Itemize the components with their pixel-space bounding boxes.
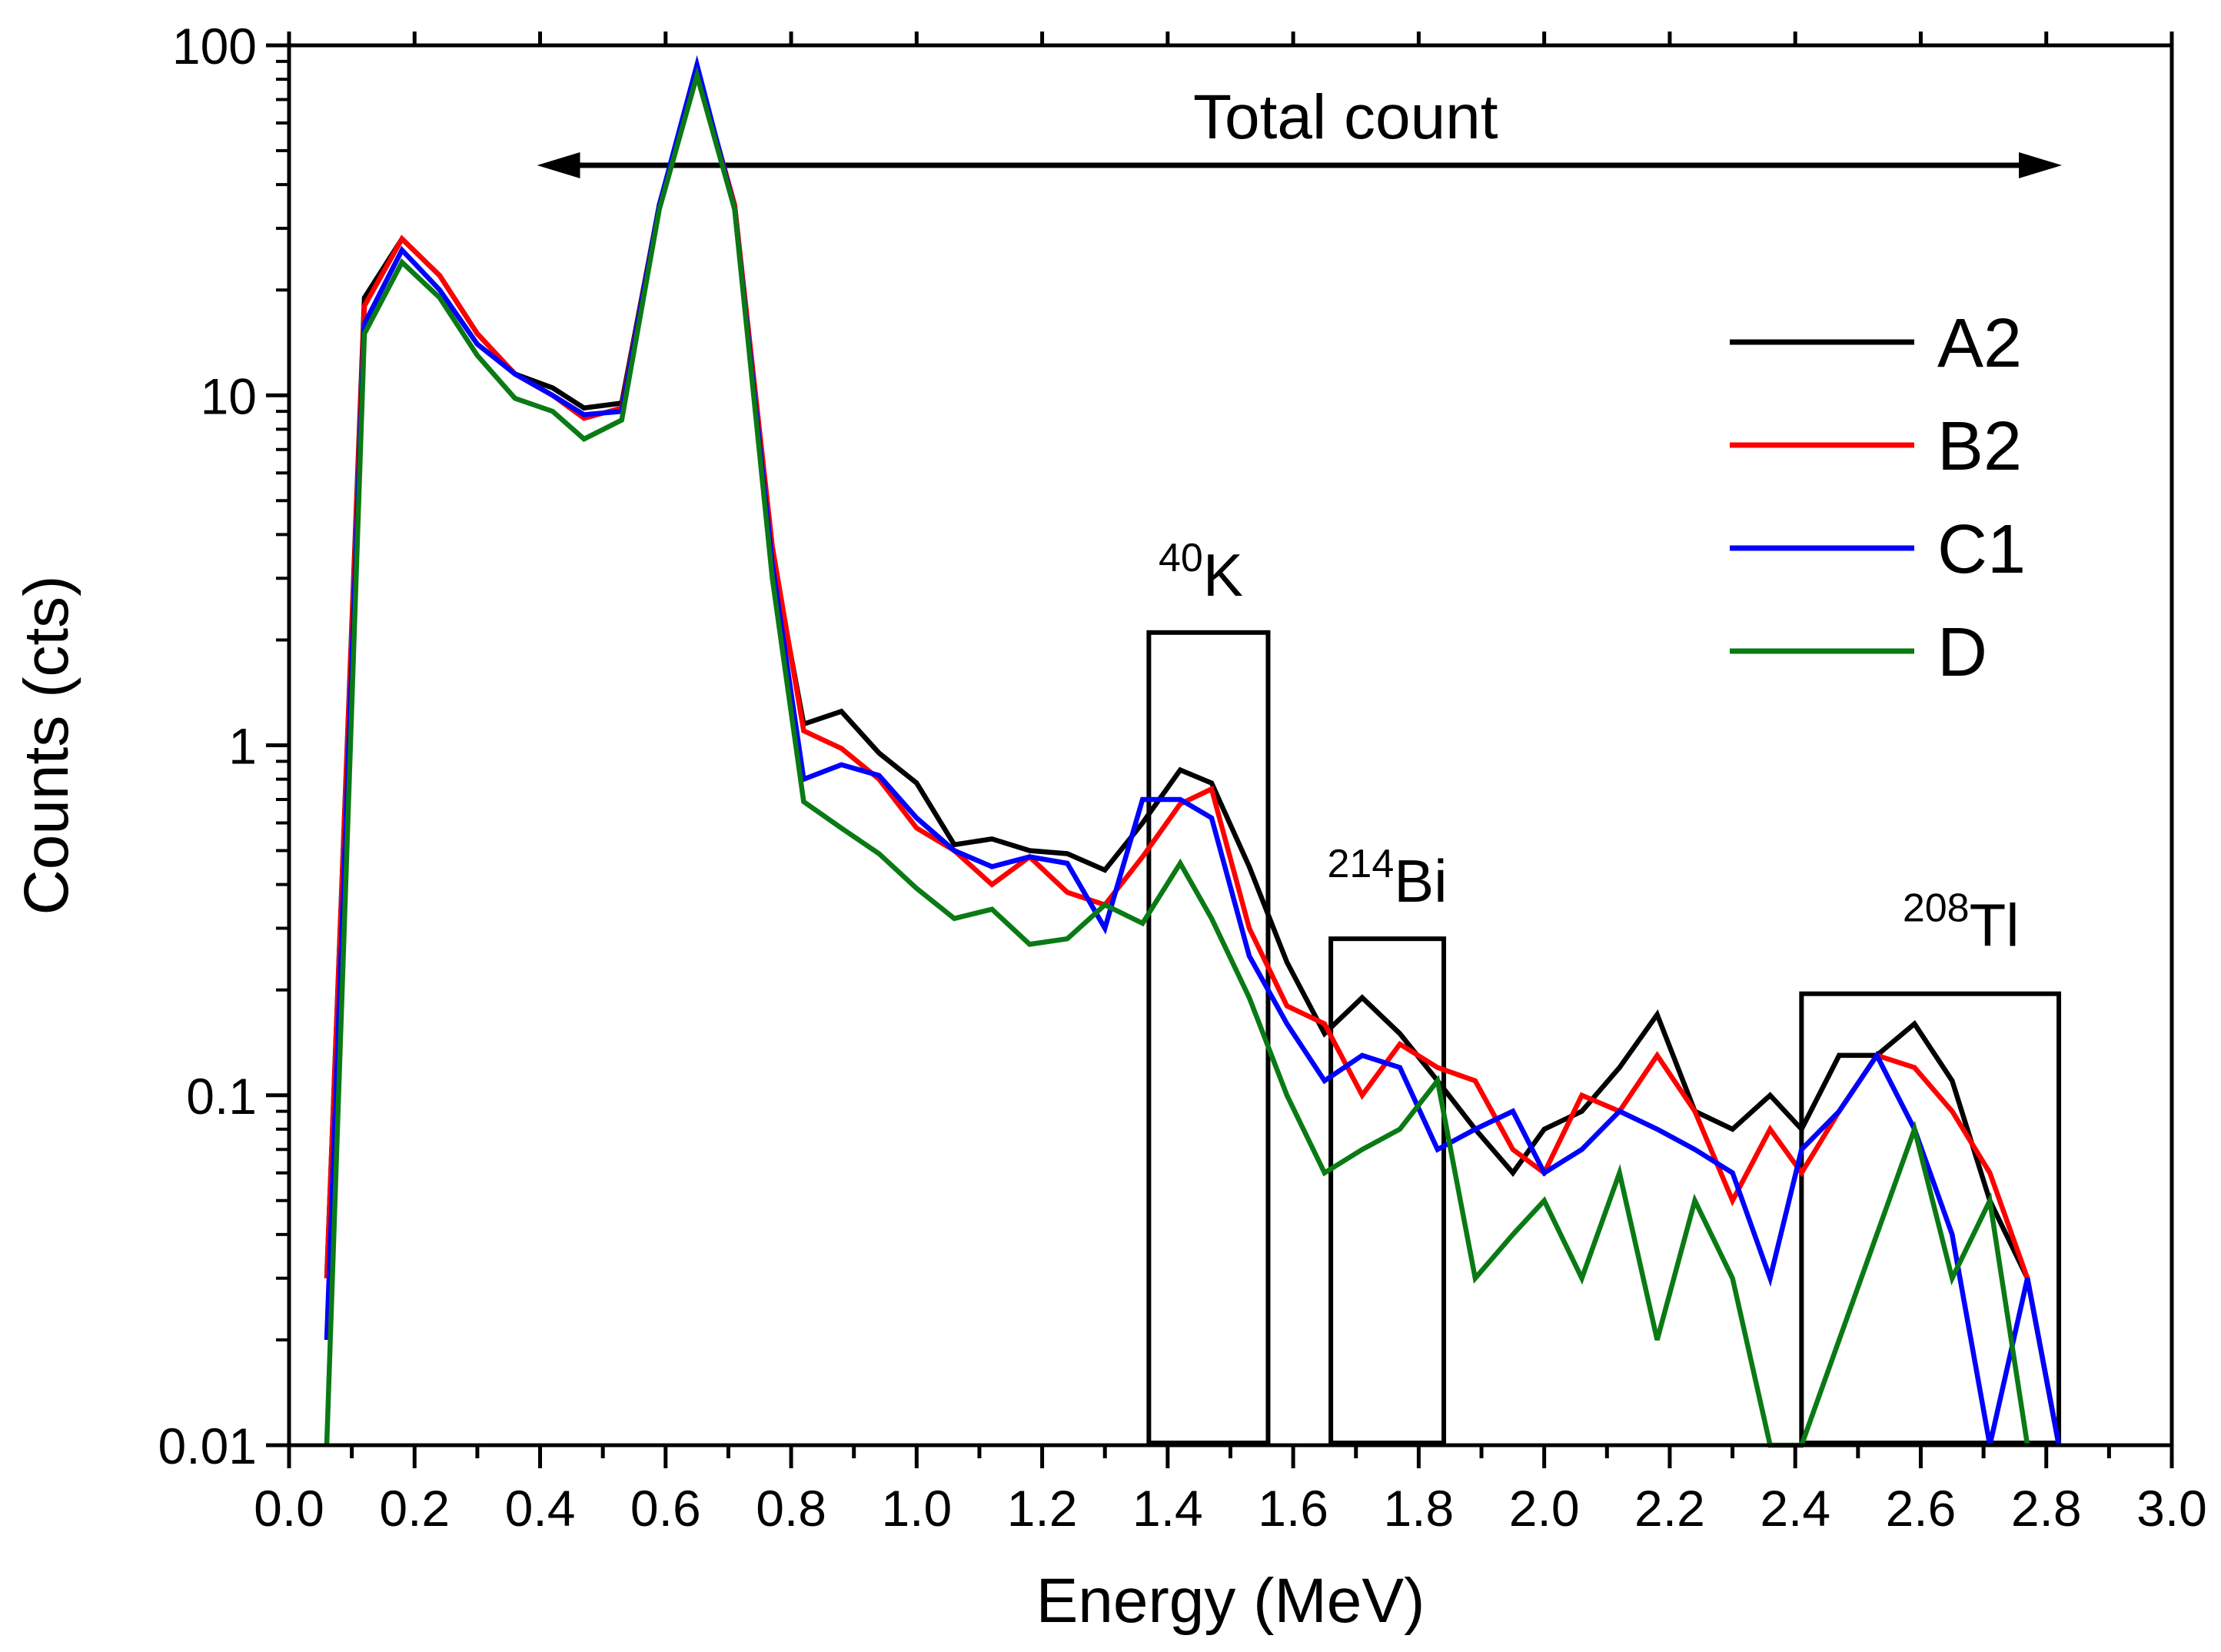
x-tick-label: 2.4	[1760, 1480, 1830, 1537]
energy-window-k	[1146, 630, 1271, 1445]
isotope-symbol: Bi	[1394, 847, 1447, 915]
x-axis-label: Energy (MeV)	[1036, 1566, 1425, 1636]
energy-window-label: 40K	[1159, 536, 1243, 609]
series-line-c1	[324, 55, 2062, 1446]
x-tick-label: 0.8	[756, 1480, 826, 1537]
legend-label-c1: C1	[1937, 511, 2026, 588]
y-tick-label: 1	[228, 718, 257, 775]
x-tick-label: 0.0	[254, 1480, 324, 1537]
x-tick-label: 0.2	[379, 1480, 450, 1537]
total-count-label: Total count	[1193, 82, 1498, 152]
x-tick-label: 3.0	[2136, 1480, 2207, 1537]
y-axis-label: Counts (cts)	[12, 576, 81, 916]
energy-window-label: 214Bi	[1328, 842, 1448, 915]
legend-label-a2: A2	[1937, 305, 2022, 382]
legend-label-d: D	[1937, 614, 1987, 691]
total-count-arrowhead-right	[2019, 152, 2063, 178]
energy-window-tl	[1799, 991, 2062, 1446]
isotope-symbol: Tl	[1970, 892, 2020, 959]
x-tick-label: 1.8	[1384, 1480, 1455, 1537]
legend-label-b2: B2	[1937, 408, 2022, 485]
isotope-symbol: K	[1203, 541, 1243, 609]
x-tick-label: 1.4	[1132, 1480, 1203, 1537]
x-tick-label: 1.0	[881, 1480, 952, 1537]
y-tick-label: 10	[201, 367, 257, 424]
total-count-arrowhead-left	[537, 152, 580, 178]
x-tick-label: 1.6	[1258, 1480, 1328, 1537]
x-tick-label: 0.6	[630, 1480, 701, 1537]
y-tick-label: 0.1	[186, 1068, 257, 1125]
series-line-d	[324, 66, 2030, 1448]
y-tick-label: 0.01	[158, 1418, 257, 1474]
x-tick-label: 2.6	[1886, 1480, 1957, 1537]
x-tick-label: 2.8	[2011, 1480, 2082, 1537]
series-layer	[324, 55, 2062, 1448]
isotope-mass-number: 40	[1159, 536, 1203, 580]
x-tick-label: 1.2	[1007, 1480, 1078, 1537]
series-line-a2	[324, 61, 2062, 1446]
x-tick-label: 2.2	[1634, 1480, 1705, 1537]
isotope-mass-number: 214	[1328, 842, 1395, 886]
isotope-mass-number: 208	[1903, 886, 1970, 931]
energy-window-label: 208Tl	[1903, 886, 2020, 959]
x-tick-label: 2.0	[1509, 1480, 1580, 1537]
energy-window-bi	[1328, 936, 1447, 1445]
y-tick-label: 100	[172, 18, 257, 75]
axes-layer: 0.0 0.2 0.4 0.6 0.8 1.0 1.2 1.4 1.6 1.8 2.0 2.2 2.4 2…	[12, 18, 2207, 1636]
annotation-layer: Total count 40K 214Bi 208Tl	[537, 82, 2063, 1446]
x-tick-label: 0.4	[505, 1480, 576, 1537]
legend: A2 B2 C1 D	[1730, 305, 2026, 691]
